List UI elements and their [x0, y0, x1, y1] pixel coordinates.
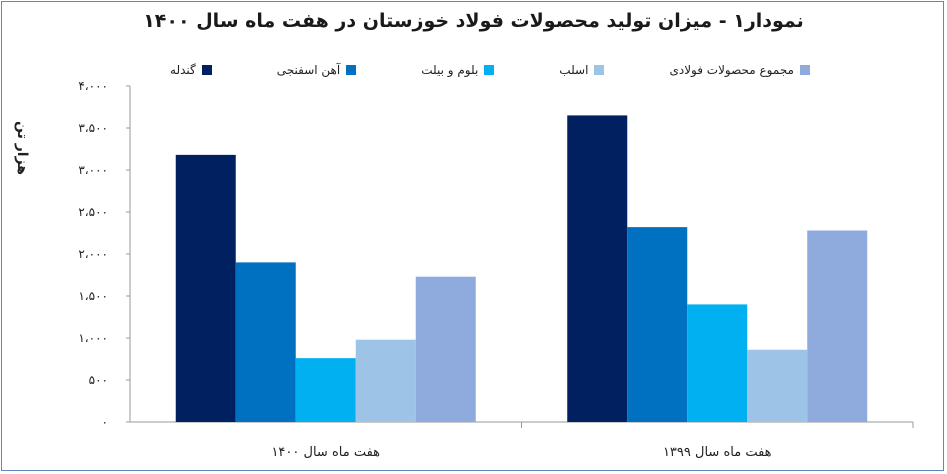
bar — [627, 227, 688, 422]
y-tick-label: ۱،۰۰۰ — [78, 331, 108, 345]
legend-item: اسلب — [559, 63, 605, 77]
chart-legend: گندله آهن اسفنجی بلوم و بیلت اسلب مجموع محصو… — [170, 60, 810, 80]
legend-swatch — [594, 65, 605, 75]
bar — [355, 339, 416, 422]
legend-item: گندله — [170, 63, 212, 77]
legend-swatch — [201, 65, 212, 75]
bar — [175, 154, 236, 422]
x-category-label: هفت ماه سال ۱۴۰۰ — [271, 445, 380, 460]
legend-item: بلوم و بیلت — [421, 63, 495, 77]
legend-label: مجموع محصولات فولادی — [669, 63, 794, 77]
legend-label: گندله — [170, 63, 196, 77]
chart-title: نمودار۱ - میزان تولید محصولات فولاد خوزس… — [143, 10, 804, 32]
x-category-label: هفت ماه سال ۱۳۹۹ — [663, 445, 772, 460]
y-tick-label: ۲،۵۰۰ — [78, 205, 108, 219]
y-tick-label: ۳،۵۰۰ — [78, 121, 108, 135]
bar — [807, 230, 868, 422]
legend-item: آهن اسفنجی — [276, 63, 357, 77]
y-tick-label: ۲،۰۰۰ — [78, 247, 108, 261]
y-tick-label: ۵۰۰ — [89, 373, 108, 387]
y-tick-label: ۳،۰۰۰ — [78, 163, 108, 177]
bar — [415, 276, 476, 422]
legend-swatch — [346, 65, 357, 75]
bar — [295, 358, 356, 422]
bar — [687, 304, 748, 422]
y-tick-label: ۰ — [102, 415, 108, 429]
bar — [747, 349, 808, 422]
legend-swatch — [800, 65, 810, 75]
bar — [567, 115, 628, 423]
legend-label: بلوم و بیلت — [421, 63, 479, 77]
y-axis-label: هزار تن — [14, 121, 30, 176]
y-tick-label: ۱،۵۰۰ — [78, 289, 108, 303]
legend-swatch — [484, 65, 495, 75]
legend-item: مجموع محصولات فولادی — [669, 63, 810, 77]
y-tick-label: ۴،۰۰۰ — [78, 79, 108, 93]
legend-label: اسلب — [559, 63, 589, 77]
legend-label: آهن اسفنجی — [276, 63, 341, 77]
bar — [235, 262, 296, 422]
